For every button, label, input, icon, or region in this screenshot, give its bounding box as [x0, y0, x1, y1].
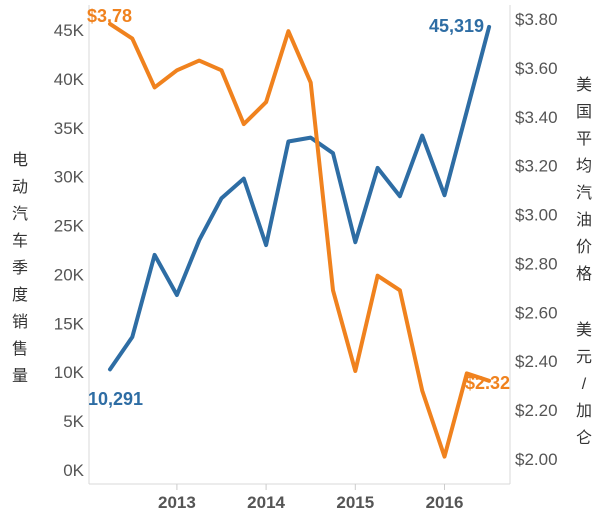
right-axis-title-char: 格 [576, 265, 592, 283]
left-axis-title-char: 量 [12, 368, 28, 385]
left-tick-label: 10K [54, 363, 85, 382]
left-axis-title-char: 销 [12, 313, 28, 331]
right-axis-title-char: 价 [576, 239, 592, 256]
left-tick-label: 0K [63, 461, 84, 480]
x-tick-label: 2015 [336, 493, 374, 512]
right-axis-unit-char: 仑 [576, 429, 592, 447]
right-tick-label: $2.00 [515, 450, 558, 469]
right-axis-ticks: $2.00 $2.20 $2.40 $2.60 $2.80 $3.00 $3.20 $3.40… [515, 10, 558, 469]
left-axis-ticks: 0K 5K 10K 15K 20K 25K 30K 35K 40K 45K [54, 21, 85, 480]
left-tick-label: 20K [54, 265, 85, 284]
right-axis-title-char: 美 [576, 76, 592, 94]
right-tick-label: $3.00 [515, 206, 558, 225]
left-axis-title-char: 售 [12, 340, 28, 358]
x-tick-label: 2013 [158, 493, 196, 512]
right-tick-label: $3.40 [515, 108, 558, 127]
left-axis-title-char: 季 [12, 259, 28, 277]
right-tick-label: $2.80 [515, 254, 558, 273]
left-tick-label: 45K [54, 21, 85, 40]
left-tick-label: 5K [63, 412, 84, 431]
left-axis-title-char: 动 [12, 178, 28, 196]
right-tick-label: $3.80 [515, 10, 558, 29]
right-axis-unit-char: 加 [576, 402, 592, 420]
right-axis-title-char: 国 [576, 104, 592, 121]
gas-price-start-label: $3.78 [87, 6, 132, 26]
left-axis-title-char: 电 [12, 151, 28, 169]
gas-price-end-label: $2.32 [465, 373, 510, 393]
left-tick-label: 35K [54, 119, 85, 138]
right-axis-unit-char: 美 [576, 321, 592, 339]
data-labels: 10,291 45,319 $3.78 $2.32 [87, 6, 510, 409]
left-tick-label: 40K [54, 70, 85, 89]
right-tick-label: $3.60 [515, 59, 558, 78]
right-axis-title-char: 平 [576, 131, 592, 148]
left-tick-label: 15K [54, 314, 85, 333]
left-axis-title-char: 汽 [12, 205, 28, 223]
left-axis-title-char: 度 [12, 286, 28, 304]
right-axis-unit-char: 元 [576, 349, 592, 366]
right-tick-label: $2.40 [515, 352, 558, 371]
right-tick-label: $2.20 [515, 401, 558, 420]
x-axis-ticks: 2013 2014 2015 2016 [158, 484, 463, 512]
right-tick-label: $2.60 [515, 303, 558, 322]
left-tick-label: 25K [54, 217, 85, 236]
series-layer [108, 21, 492, 459]
ev-sales-line [108, 24, 492, 372]
gas-price-line [108, 21, 492, 459]
right-axis-title-char: 油 [576, 211, 592, 229]
ev-sales-end-label: 45,319 [429, 16, 484, 36]
right-axis-title-char: 汽 [576, 184, 592, 202]
left-axis-title-char: 车 [12, 232, 28, 250]
x-tick-label: 2014 [247, 493, 285, 512]
right-tick-label: $3.20 [515, 157, 558, 176]
right-axis-unit-char: / [582, 376, 587, 393]
ev-sales-start-label: 10,291 [88, 389, 143, 409]
left-tick-label: 30K [54, 168, 85, 187]
right-axis-title-char: 均 [576, 157, 592, 175]
x-tick-label: 2016 [426, 493, 464, 512]
